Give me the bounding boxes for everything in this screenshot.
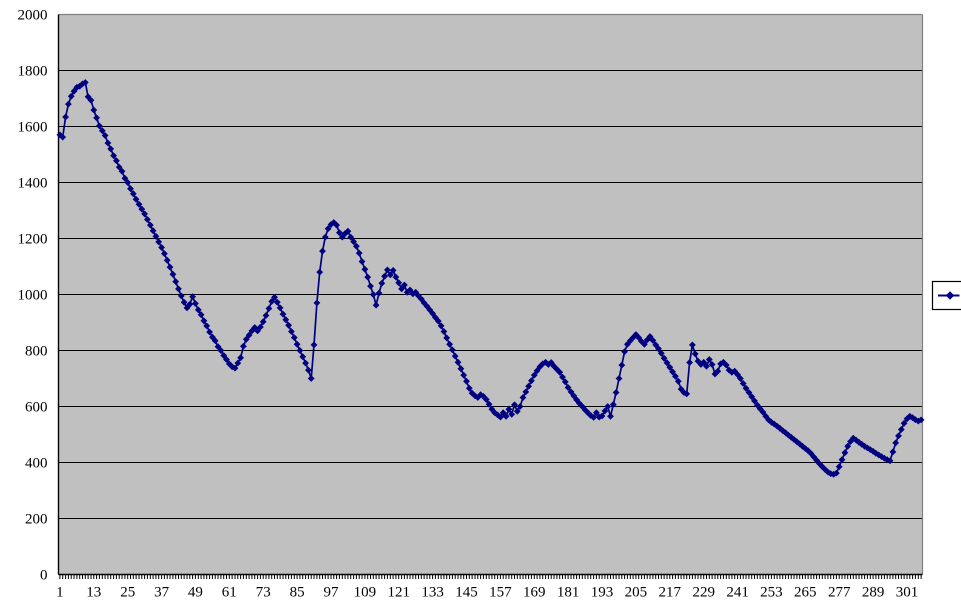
x-tick-label: 181 xyxy=(557,585,580,601)
x-tick-label: 253 xyxy=(760,585,783,601)
x-tick-label: 25 xyxy=(120,585,135,601)
y-tick-label: 200 xyxy=(25,512,48,528)
x-tick-label: 193 xyxy=(591,585,614,601)
x-tick-label: 145 xyxy=(455,585,478,601)
x-tick-label: 1 xyxy=(56,585,64,601)
y-tick-label: 1800 xyxy=(18,64,48,80)
x-tick-label: 97 xyxy=(324,585,340,601)
x-tick-label: 73 xyxy=(256,585,271,601)
y-tick-label: 600 xyxy=(25,400,48,416)
x-tick-label: 157 xyxy=(489,585,512,601)
x-tick-label: 277 xyxy=(828,585,851,601)
x-tick-label: 289 xyxy=(862,585,885,601)
x-tick-label: 229 xyxy=(692,585,715,601)
x-tick-label: 301 xyxy=(896,585,919,601)
x-tick-label: 205 xyxy=(625,585,648,601)
x-tick-label: 169 xyxy=(523,585,546,601)
x-tick-label: 61 xyxy=(222,585,237,601)
x-tick-label: 121 xyxy=(387,585,410,601)
x-tick-label: 13 xyxy=(86,585,101,601)
y-tick-label: 1200 xyxy=(18,232,48,248)
y-tick-label: 2000 xyxy=(18,8,48,24)
x-axis-ticks xyxy=(59,574,922,579)
y-tick-label: 800 xyxy=(25,344,48,360)
x-tick-label: 109 xyxy=(354,585,377,601)
y-tick-label: 1400 xyxy=(18,176,48,192)
x-tick-label: 217 xyxy=(659,585,682,601)
x-tick-label: 265 xyxy=(794,585,817,601)
y-tick-label: 1600 xyxy=(18,120,48,136)
x-tick-label: 37 xyxy=(154,585,170,601)
y-tick-label: 1000 xyxy=(18,288,48,304)
x-tick-label: 49 xyxy=(188,585,203,601)
x-tick-label: 241 xyxy=(726,585,749,601)
y-tick-label: 400 xyxy=(25,456,48,472)
x-tick-label: 133 xyxy=(421,585,444,601)
legend-marker-icon xyxy=(945,291,955,300)
y-tick-label: 0 xyxy=(40,568,48,584)
x-tick-label: 85 xyxy=(290,585,305,601)
